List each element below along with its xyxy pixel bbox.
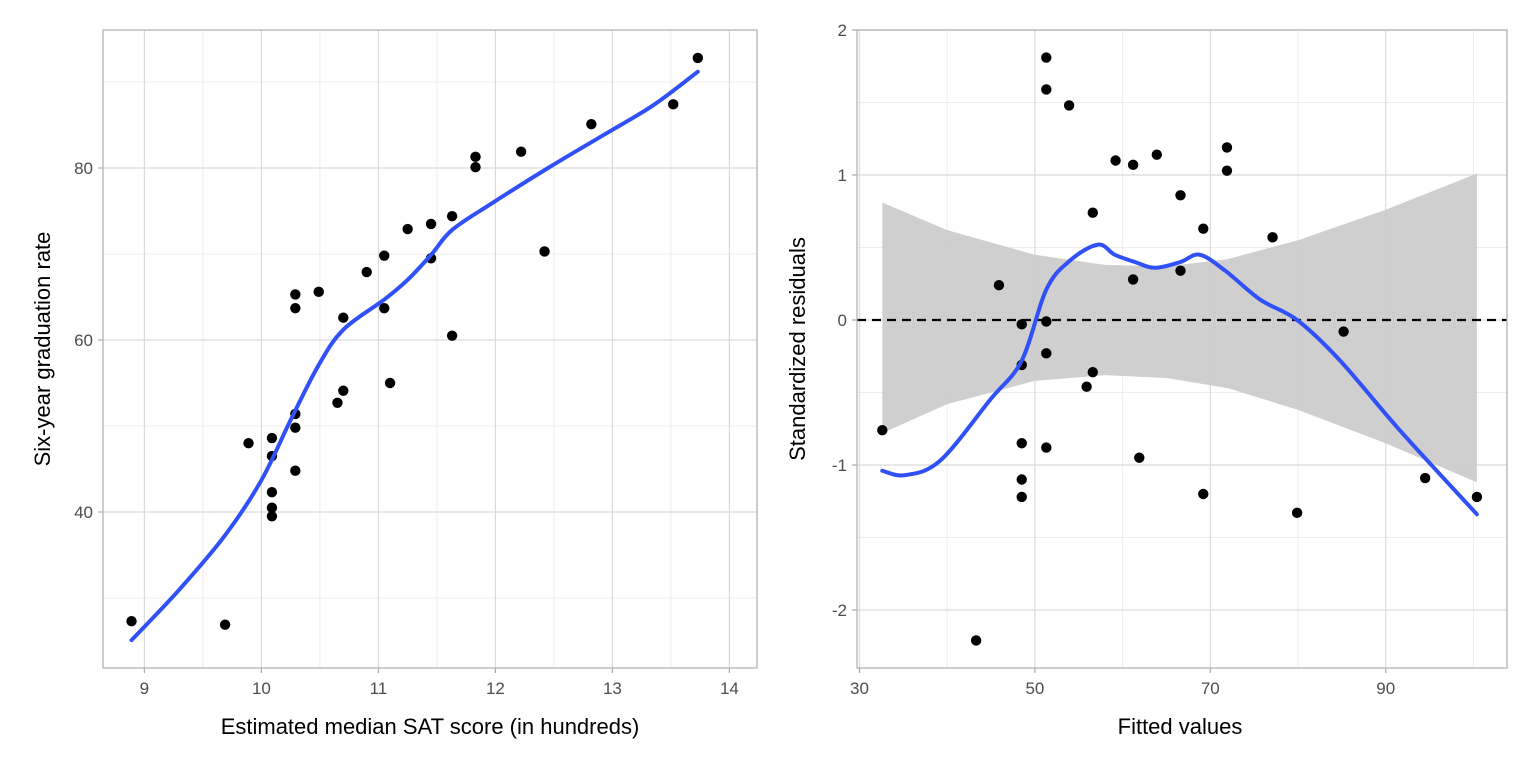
- data-point: [586, 118, 597, 130]
- data-point: [446, 210, 458, 222]
- y-tick-label: -1: [832, 456, 847, 475]
- data-point: [1041, 84, 1052, 95]
- data-point: [290, 422, 301, 433]
- x-tick-label: 70: [1201, 679, 1220, 698]
- x-tick-label: 13: [603, 679, 622, 698]
- x-tick-label: 50: [1025, 679, 1044, 698]
- data-point: [446, 330, 458, 341]
- data-point: [1016, 474, 1027, 485]
- data-point: [425, 218, 437, 230]
- data-point: [970, 635, 982, 646]
- x-tick-label: 14: [720, 679, 739, 698]
- y-tick-label: 0: [838, 311, 847, 330]
- data-point: [1087, 207, 1098, 218]
- x-tick-label: 90: [1376, 679, 1395, 698]
- y-tick-label: -2: [832, 601, 847, 620]
- y-tick-label: 40: [74, 503, 93, 522]
- data-point: [1016, 319, 1027, 330]
- data-point: [1198, 223, 1209, 234]
- data-point: [1338, 326, 1349, 337]
- data-point: [1291, 507, 1303, 519]
- data-point: [266, 487, 278, 498]
- data-point: [1016, 491, 1027, 503]
- data-point: [1041, 348, 1052, 359]
- panel-border: [856, 29, 1508, 669]
- data-point: [470, 151, 481, 163]
- data-point: [338, 385, 349, 396]
- data-point: [1127, 159, 1139, 171]
- x-tick-label: 30: [850, 679, 869, 698]
- data-point: [1016, 438, 1027, 449]
- right-x-axis-title: Fitted values: [1118, 714, 1243, 739]
- data-point: [290, 302, 301, 314]
- data-point: [993, 280, 1005, 291]
- data-point: [1198, 488, 1209, 500]
- x-tick-label: 9: [140, 679, 149, 698]
- data-point: [313, 286, 324, 298]
- data-point: [266, 511, 278, 522]
- data-point: [1471, 491, 1483, 503]
- x-tick-label: 10: [252, 679, 271, 698]
- left-x-axis-title: Estimated median SAT score (in hundreds): [221, 714, 640, 739]
- data-point: [1063, 100, 1075, 111]
- data-point: [379, 302, 390, 314]
- y-tick-label: 60: [74, 331, 93, 350]
- data-point: [266, 502, 278, 513]
- data-point: [1110, 155, 1121, 166]
- data-point: [384, 377, 396, 389]
- left-panel-sat-vs-graduation: 9 10 11 12 13 14 40 60 80: [74, 29, 758, 698]
- data-point: [877, 425, 888, 436]
- data-point: [1081, 381, 1092, 392]
- x-tick-label: 11: [370, 679, 388, 698]
- confidence-band: [882, 173, 1477, 483]
- data-point: [668, 99, 679, 110]
- data-point: [539, 246, 550, 257]
- smooth-trend-line: [880, 242, 1479, 517]
- data-point: [361, 266, 372, 278]
- data-point: [1267, 232, 1278, 243]
- data-point: [266, 432, 278, 444]
- data-point: [1134, 452, 1145, 463]
- data-point: [290, 465, 301, 476]
- y-tick-label: 80: [74, 159, 93, 178]
- data-point: [1175, 265, 1186, 276]
- data-point: [1041, 442, 1052, 453]
- y-tick-label: 1: [838, 166, 847, 185]
- data-point: [1221, 142, 1233, 153]
- data-point: [1127, 274, 1139, 285]
- data-point: [1041, 316, 1052, 327]
- data-point: [1041, 52, 1052, 63]
- data-point: [470, 161, 481, 173]
- data-point: [126, 616, 137, 627]
- plot-background: [103, 30, 757, 668]
- panel-border: [102, 29, 758, 669]
- right-y-axis-title: Standardized residuals: [785, 237, 810, 461]
- data-point: [1087, 367, 1098, 378]
- data-point: [243, 438, 254, 449]
- data-point: [515, 146, 527, 157]
- data-point: [219, 619, 231, 630]
- right-panel-residuals-vs-fitted: 30 50 70 90 2 1 0 -1 -2: [832, 21, 1508, 698]
- data-point: [290, 289, 301, 300]
- y-tick-label: 2: [838, 21, 847, 40]
- data-point: [1221, 165, 1233, 176]
- x-tick-label: 12: [486, 679, 505, 698]
- data-point: [332, 397, 343, 408]
- data-point: [1151, 149, 1163, 160]
- data-point: [1419, 472, 1431, 484]
- data-point: [1175, 190, 1186, 201]
- data-point: [402, 223, 413, 235]
- data-point: [379, 250, 390, 261]
- smooth-trend-line: [129, 69, 700, 643]
- left-y-axis-title: Six-year graduation rate: [30, 232, 55, 467]
- data-point: [692, 52, 704, 64]
- data-point: [338, 312, 349, 323]
